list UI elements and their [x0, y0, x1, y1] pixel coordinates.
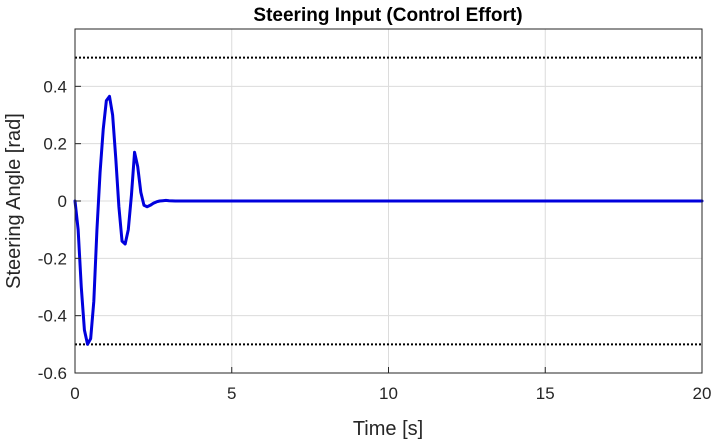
- x-tick-label: 0: [70, 384, 79, 403]
- x-tick-label: 10: [379, 384, 398, 403]
- y-axis-label: Steering Angle [rad]: [3, 113, 25, 289]
- ticks: 0 5 10 15 20 0.4 0.2 0 -0.2 -0.4 -0.6: [38, 77, 712, 403]
- limit-lines: [75, 56, 702, 346]
- y-tick-label: -0.6: [38, 364, 67, 383]
- series-line: [73, 94, 704, 346]
- chart-title: Steering Input (Control Effort): [253, 5, 522, 26]
- y-tick-label: 0: [58, 192, 67, 211]
- x-tick-label: 20: [693, 384, 712, 403]
- x-axis-label: Time [s]: [353, 418, 423, 440]
- x-tick-label: 15: [536, 384, 555, 403]
- x-tick-label: 5: [227, 384, 236, 403]
- y-tick-label: -0.4: [38, 307, 67, 326]
- y-tick-label: 0.4: [43, 77, 67, 96]
- y-tick-label: -0.2: [38, 249, 67, 268]
- series-layer: [73, 94, 704, 346]
- y-tick-label: 0.2: [43, 135, 67, 154]
